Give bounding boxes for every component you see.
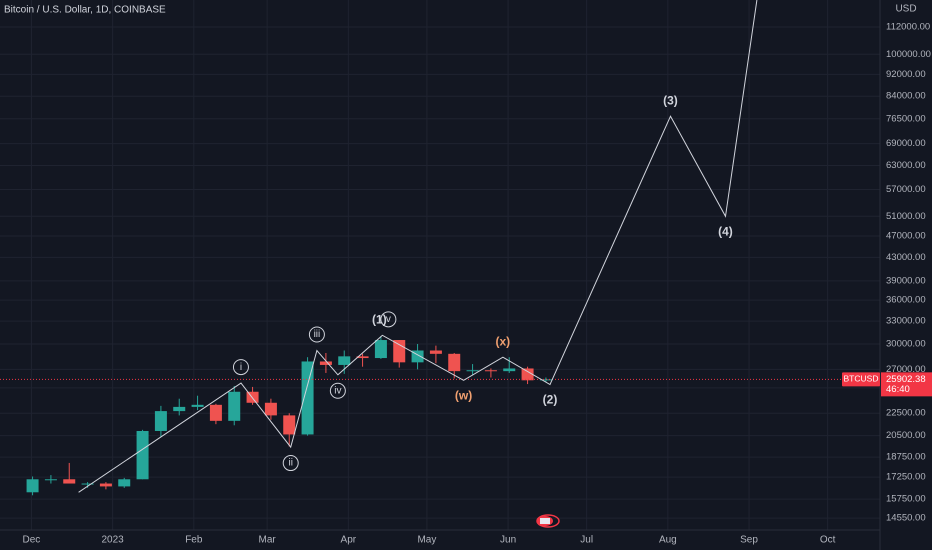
y-tick-label: 112000.00 bbox=[886, 22, 930, 33]
x-tick-label: Apr bbox=[341, 535, 357, 546]
wave-minor-label: iv bbox=[334, 385, 341, 396]
candle-body bbox=[503, 368, 516, 372]
y-tick-label: 14550.00 bbox=[886, 513, 926, 524]
candle-body bbox=[319, 361, 332, 365]
x-tick-label: Jul bbox=[580, 535, 593, 546]
flag-icon bbox=[536, 514, 560, 528]
y-tick-label: 30000.00 bbox=[886, 339, 926, 350]
candle-body bbox=[26, 479, 39, 493]
candle-body bbox=[63, 479, 76, 484]
wave-label-circle bbox=[380, 311, 397, 328]
candle-body bbox=[448, 353, 461, 372]
x-tick-label: May bbox=[417, 535, 436, 546]
wave-label-circle bbox=[282, 455, 299, 472]
candle-body bbox=[173, 406, 186, 412]
candle-body bbox=[118, 479, 131, 487]
price-tag bbox=[881, 372, 932, 397]
candle-body bbox=[301, 361, 314, 435]
candle-body bbox=[539, 379, 552, 381]
wave-label: (4) bbox=[718, 224, 733, 238]
y-tick-label: 57000.00 bbox=[886, 184, 926, 195]
y-tick-label: 33000.00 bbox=[886, 316, 926, 327]
y-tick-label: 63000.00 bbox=[886, 160, 926, 171]
y-tick-label: 36000.00 bbox=[886, 295, 926, 306]
x-tick-label: Jun bbox=[500, 535, 516, 546]
candle-body bbox=[264, 402, 277, 416]
wave-minor-label: ii bbox=[288, 458, 292, 469]
y-tick-label: 18750.00 bbox=[886, 452, 926, 463]
y-tick-label: 39000.00 bbox=[886, 275, 926, 286]
y-tick-label: 47000.00 bbox=[886, 230, 926, 241]
candle-body bbox=[136, 430, 149, 480]
y-tick-label: 69000.00 bbox=[886, 138, 926, 149]
candle-body bbox=[374, 340, 387, 359]
candle-body bbox=[44, 479, 57, 481]
x-tick-label: Sep bbox=[740, 535, 758, 546]
y-tick-label: 84000.00 bbox=[886, 91, 926, 102]
candle-body bbox=[209, 404, 222, 421]
y-tick-label: 15750.00 bbox=[886, 494, 926, 505]
grid bbox=[0, 0, 880, 530]
candle-body bbox=[283, 415, 296, 435]
y-tick-label: 92000.00 bbox=[886, 69, 926, 80]
candle-body bbox=[99, 483, 112, 487]
plot-area bbox=[0, 0, 880, 496]
wave-minor-label: v bbox=[386, 314, 391, 325]
y-tick-label: 76500.00 bbox=[886, 113, 926, 124]
candle-body bbox=[466, 370, 479, 372]
x-tick-label: Mar bbox=[259, 535, 277, 546]
countdown-label: 46:40 bbox=[886, 384, 910, 395]
y-tick-label: 51000.00 bbox=[886, 211, 926, 222]
x-tick-label: Oct bbox=[820, 535, 836, 546]
symbol-tag bbox=[842, 372, 880, 387]
y-tick-label: 43000.00 bbox=[886, 252, 926, 263]
wave-label: (2) bbox=[543, 393, 558, 407]
wave-line bbox=[78, 0, 758, 493]
wave-label-circle bbox=[232, 359, 249, 376]
wave-label: (w) bbox=[455, 388, 472, 402]
candle-body bbox=[521, 368, 534, 381]
candle-body bbox=[411, 350, 424, 363]
candle-body bbox=[393, 340, 406, 363]
x-tick-label: 2023 bbox=[101, 535, 124, 546]
wave-label-circle bbox=[329, 382, 346, 399]
last-price-label: 25902.38 bbox=[886, 374, 926, 385]
candle-body bbox=[484, 370, 497, 372]
candle-body bbox=[338, 356, 351, 365]
candle-body bbox=[356, 356, 369, 359]
candle-body bbox=[228, 391, 241, 421]
wave-minor-label: iii bbox=[314, 329, 321, 340]
y-tick-label: 22500.00 bbox=[886, 408, 926, 419]
x-tick-label: Aug bbox=[659, 535, 677, 546]
currency: USD bbox=[895, 4, 916, 15]
candle-body bbox=[429, 350, 442, 354]
y-tick-label: 17250.00 bbox=[886, 472, 926, 483]
y-tick-label: 20500.00 bbox=[886, 430, 926, 441]
chart-title: Bitcoin / U.S. Dollar, 1D, COINBASE bbox=[4, 5, 166, 16]
y-tick-label: 27000.00 bbox=[886, 364, 926, 375]
x-tick-label: Dec bbox=[23, 535, 41, 546]
candle-body bbox=[81, 483, 94, 485]
x-tick-label: Feb bbox=[185, 535, 203, 546]
candle-body bbox=[154, 411, 167, 431]
wave-label: (1) bbox=[372, 313, 387, 327]
wave-label: (x) bbox=[496, 334, 511, 348]
wave-label-circle bbox=[308, 326, 325, 343]
symbol-label: BTCUSD bbox=[844, 374, 879, 384]
wave-minor-label: i bbox=[240, 362, 242, 373]
candle-body bbox=[191, 404, 204, 407]
y-tick-label: 100000.00 bbox=[886, 49, 931, 60]
wave-label: (3) bbox=[663, 93, 678, 107]
